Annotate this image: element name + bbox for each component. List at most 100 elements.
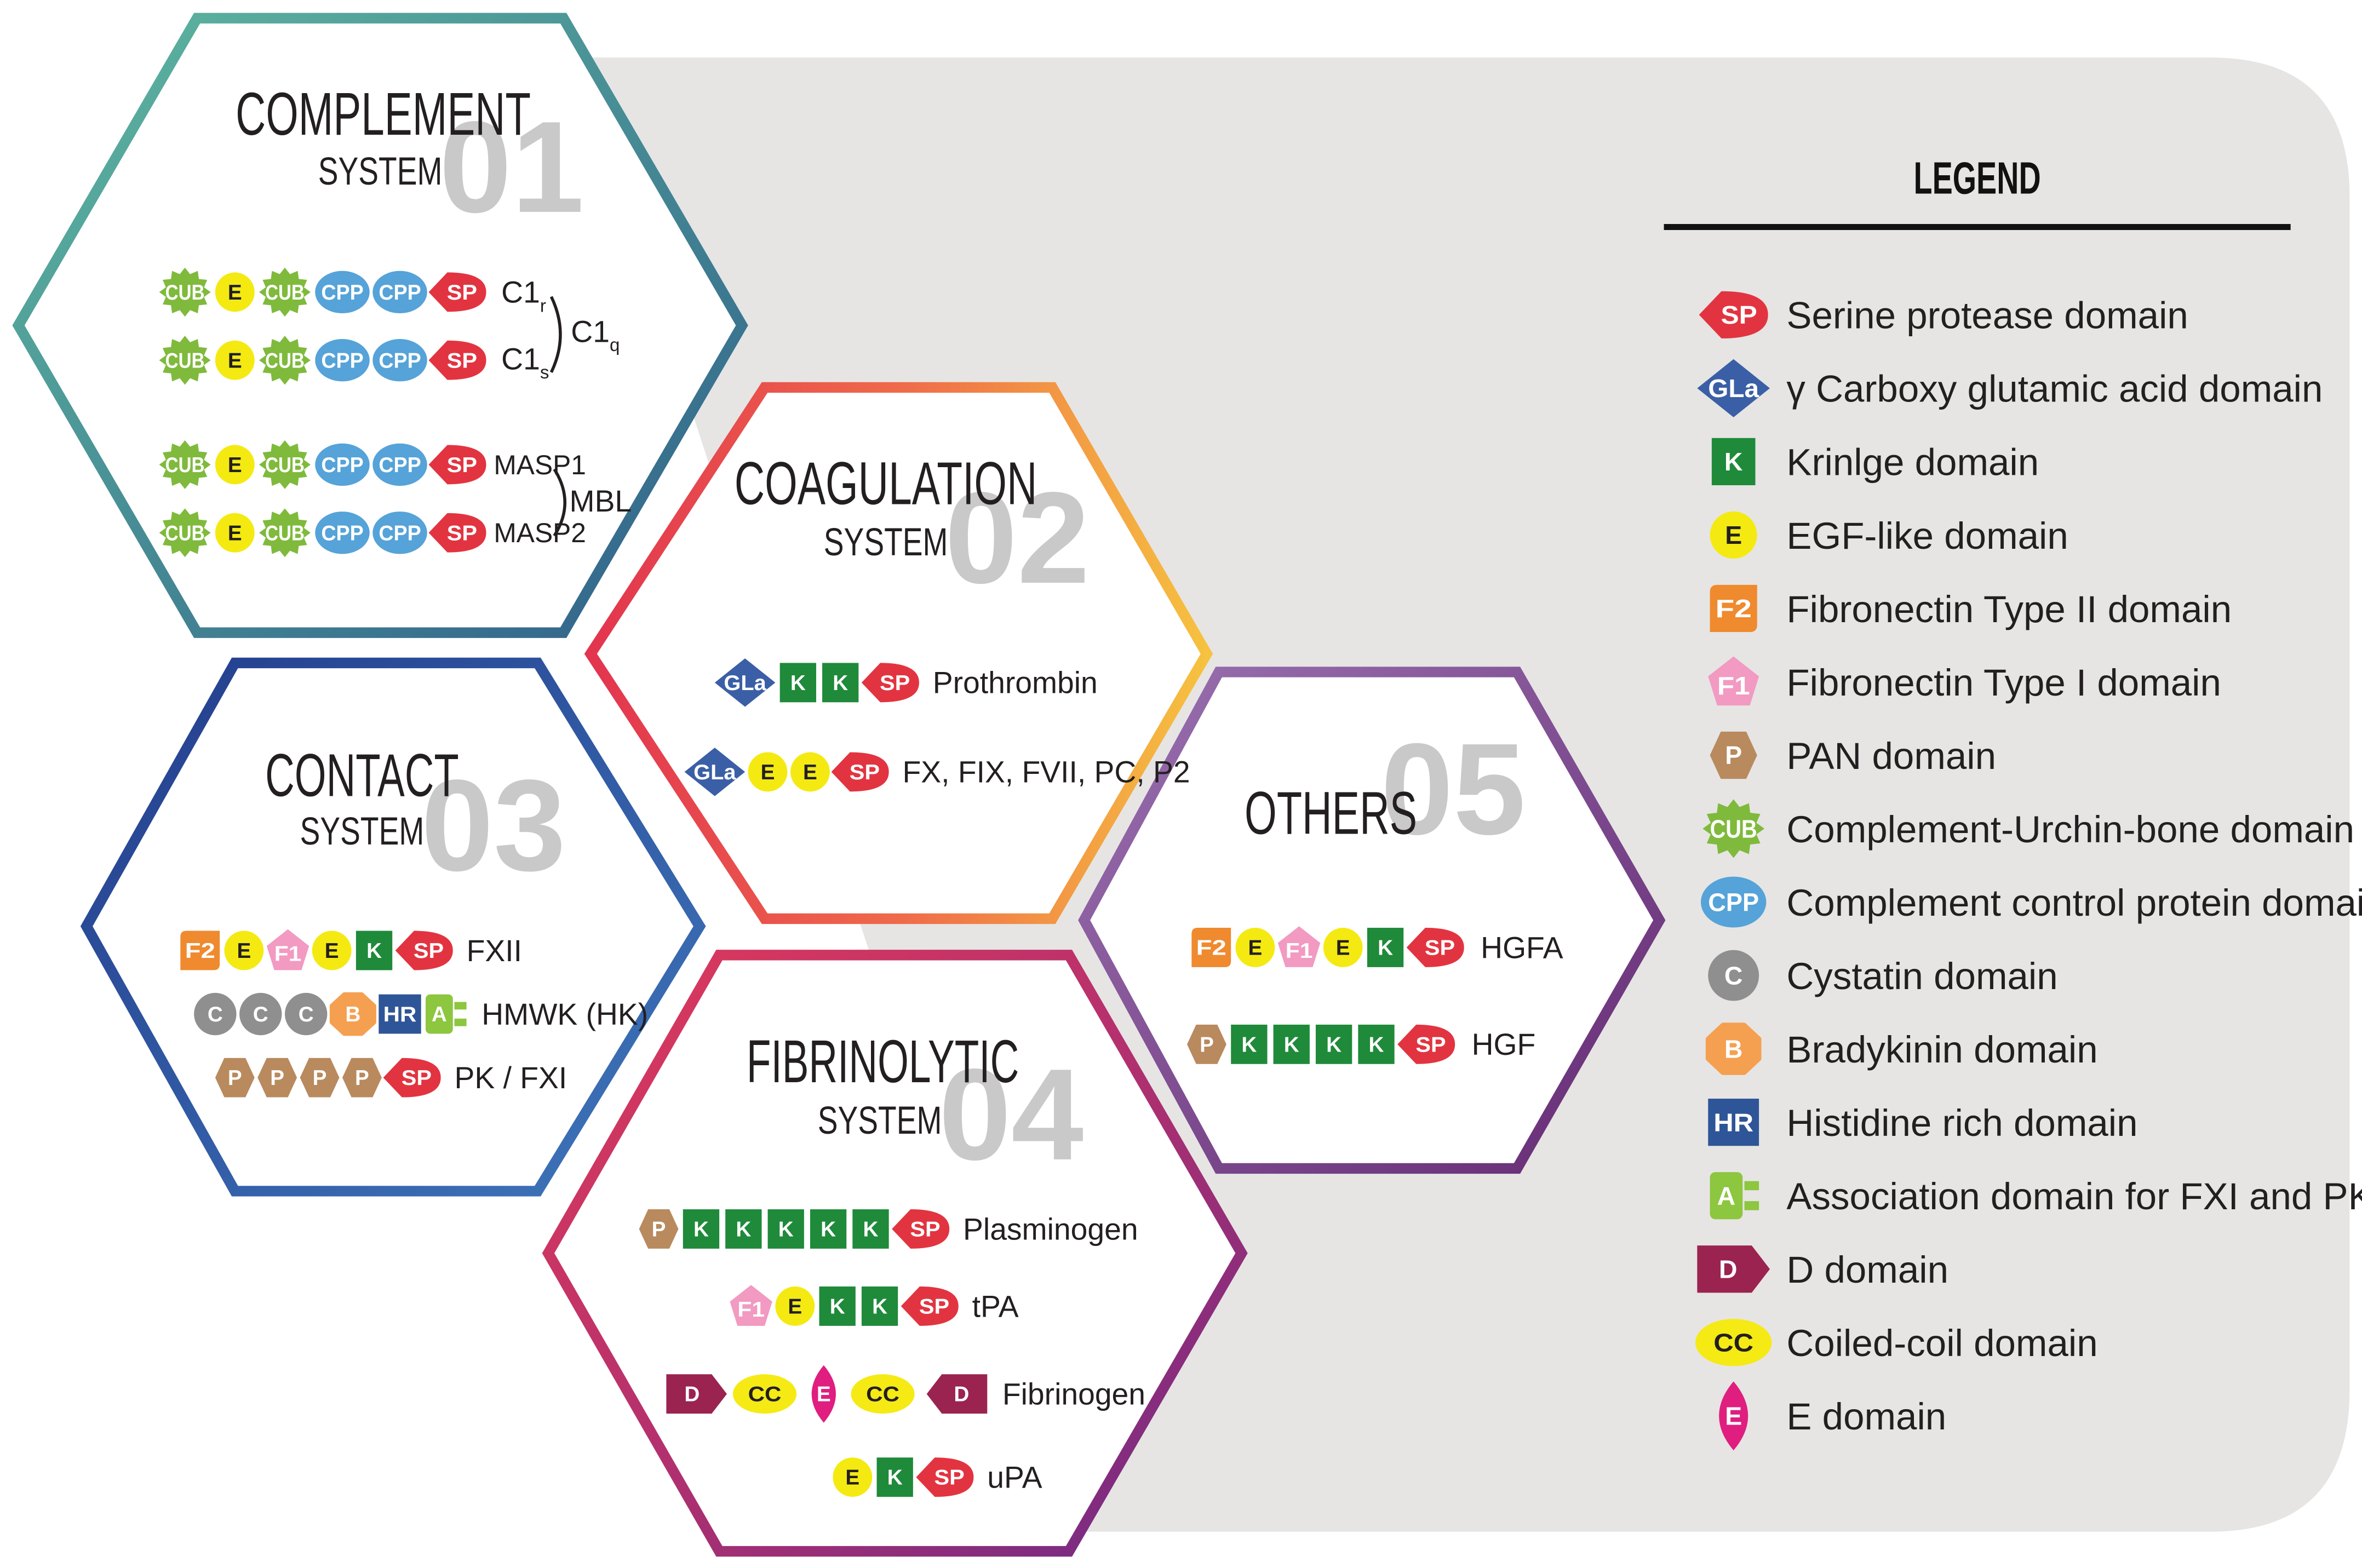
domain-cpp-icon: CPP — [372, 443, 427, 486]
fibrinolytic-title: FIBRINOLYTIC — [747, 1028, 1019, 1095]
legend-item-label: Coiled-coil domain — [1786, 1322, 2097, 1364]
c1r-label: C1r — [501, 275, 546, 317]
domain-label: K — [833, 671, 848, 695]
mbl-bracket — [553, 468, 567, 537]
complement-c1-labels: C1r C1s C1q MBL — [501, 275, 632, 537]
domain-c-icon: C — [194, 992, 237, 1036]
domain-label: E — [325, 939, 339, 963]
domain-cpp-icon: CPP — [315, 339, 370, 382]
domain-p-icon: P — [1710, 731, 1757, 779]
domain-label: HR — [383, 1003, 417, 1026]
domain-label: K — [830, 1295, 845, 1318]
domain-a-icon: A — [426, 994, 467, 1034]
domain-f1-icon: F1 — [730, 1285, 772, 1326]
domain-cub-icon: CUB — [259, 335, 311, 385]
legend-items: SP Serine protease domain GLa γ Carboxy glu… — [1695, 291, 2362, 1451]
domain-label: F2 — [1196, 937, 1226, 960]
domain-label: SP — [1721, 301, 1757, 329]
domain-f2-icon: F2 — [1710, 584, 1757, 633]
domain-cub-icon: CUB — [259, 440, 311, 489]
others-number: 05 — [1381, 717, 1526, 862]
contact-title: CONTACT — [265, 742, 459, 809]
domain-b-icon: B — [1705, 1023, 1762, 1075]
legend-item-label: Cystatin domain — [1786, 955, 2057, 997]
domain-dr-icon: D — [926, 1374, 988, 1414]
domain-cc-icon: CC — [851, 1374, 915, 1414]
domain-label: E — [1248, 937, 1263, 960]
domain-label: P — [1200, 1033, 1214, 1056]
domain-label: D — [954, 1383, 969, 1406]
domain-row: CUB E CUB CPP CPP SP MASP2 — [159, 508, 586, 558]
domain-label: CUB — [165, 349, 205, 372]
domain-label: K — [863, 1218, 879, 1242]
legend-item-label: Krinlge domain — [1786, 441, 2039, 484]
domain-e-icon: E — [215, 340, 255, 380]
domain-label: B — [345, 1003, 360, 1026]
protein-label: HGFA — [1481, 931, 1563, 964]
legend-item: C Cystatin domain — [1708, 950, 2058, 1001]
domain-e-icon: E — [224, 931, 264, 970]
domain-p-icon: P — [257, 1058, 297, 1098]
complement-title: COMPLEMENT — [236, 81, 531, 148]
domain-a-icon: A — [1710, 1172, 1759, 1220]
domain-k-icon: K — [683, 1209, 720, 1249]
domain-f1-icon: F1 — [1277, 926, 1321, 967]
domain-d-icon: D — [1697, 1245, 1770, 1293]
legend-item: P PAN domain — [1710, 731, 1996, 779]
legend-item: CC Coiled-coil domain — [1695, 1319, 2098, 1366]
domain-label: HR — [1713, 1108, 1753, 1136]
c1s-label: C1s — [501, 342, 549, 383]
domain-cpp-icon: CPP — [315, 271, 370, 314]
domain-emag-icon: E — [1719, 1381, 1748, 1451]
legend-item: CPP Complement control protein domain — [1700, 876, 2362, 928]
domain-k-icon: K — [819, 1286, 856, 1326]
domain-emag-icon: E — [811, 1365, 836, 1423]
domain-hr-icon: HR — [1708, 1099, 1759, 1146]
legend-item: CUB Complement-Urchin-bone domain — [1702, 799, 2354, 858]
protein-label: HGF — [1472, 1027, 1536, 1061]
domain-row: GLa E E SP FX, FIX, FVII, PC, P2 — [684, 748, 1190, 796]
coagulation-title: COAGULATION — [735, 450, 1037, 517]
domain-label: CPP — [379, 453, 421, 477]
domain-cub-icon: CUB — [159, 508, 211, 558]
domain-sp-icon: SP — [428, 272, 486, 312]
domain-label: CUB — [265, 349, 305, 372]
domain-sp-icon: SP — [916, 1457, 974, 1497]
domain-row: GLa K K SP Prothrombin — [714, 658, 1098, 707]
domain-label: SP — [850, 761, 880, 784]
legend-item-label: Association domain for FXI and PK — [1786, 1175, 2362, 1217]
domain-label: CPP — [321, 281, 363, 305]
domain-gla-icon: GLa — [714, 658, 776, 707]
domain-k-icon: K — [356, 931, 393, 970]
domain-sp-icon: SP — [861, 663, 919, 703]
legend-item-label: PAN domain — [1786, 734, 1996, 777]
domain-label: E — [761, 761, 775, 784]
domain-d-icon: D — [666, 1374, 727, 1414]
domain-label: CPP — [379, 281, 421, 305]
domain-e-icon: E — [1710, 511, 1757, 559]
protein-label: MASP2 — [494, 518, 586, 548]
domain-label: F2 — [1716, 594, 1752, 623]
domain-row: CUB E CUB CPP CPP SP — [159, 267, 486, 317]
domain-k-icon: K — [1231, 1024, 1268, 1064]
domain-label: CUB — [165, 453, 205, 477]
domain-cub-icon: CUB — [259, 267, 311, 317]
c1q-label: C1q — [571, 315, 620, 356]
legend-item-label: Complement control protein domain — [1786, 881, 2362, 924]
domain-label: K — [1724, 447, 1743, 476]
domain-k-icon: K — [810, 1209, 847, 1249]
domain-k-icon: K — [725, 1209, 762, 1249]
domain-k-icon: K — [876, 1457, 913, 1497]
domain-f2-icon: F2 — [1191, 928, 1231, 967]
domain-e-icon: E — [790, 752, 830, 792]
domain-k-icon: K — [822, 663, 859, 703]
domain-label: CPP — [379, 349, 421, 372]
domain-label: GLa — [1708, 374, 1759, 403]
domain-label: CC — [1713, 1328, 1753, 1357]
domain-label: B — [1724, 1035, 1743, 1063]
domain-label: K — [821, 1218, 836, 1242]
domain-label: E — [788, 1295, 802, 1318]
domain-label: SP — [935, 1466, 965, 1490]
domain-label: GLa — [724, 671, 766, 695]
legend-item: F2 Fibronectin Type II domain — [1710, 584, 2232, 633]
